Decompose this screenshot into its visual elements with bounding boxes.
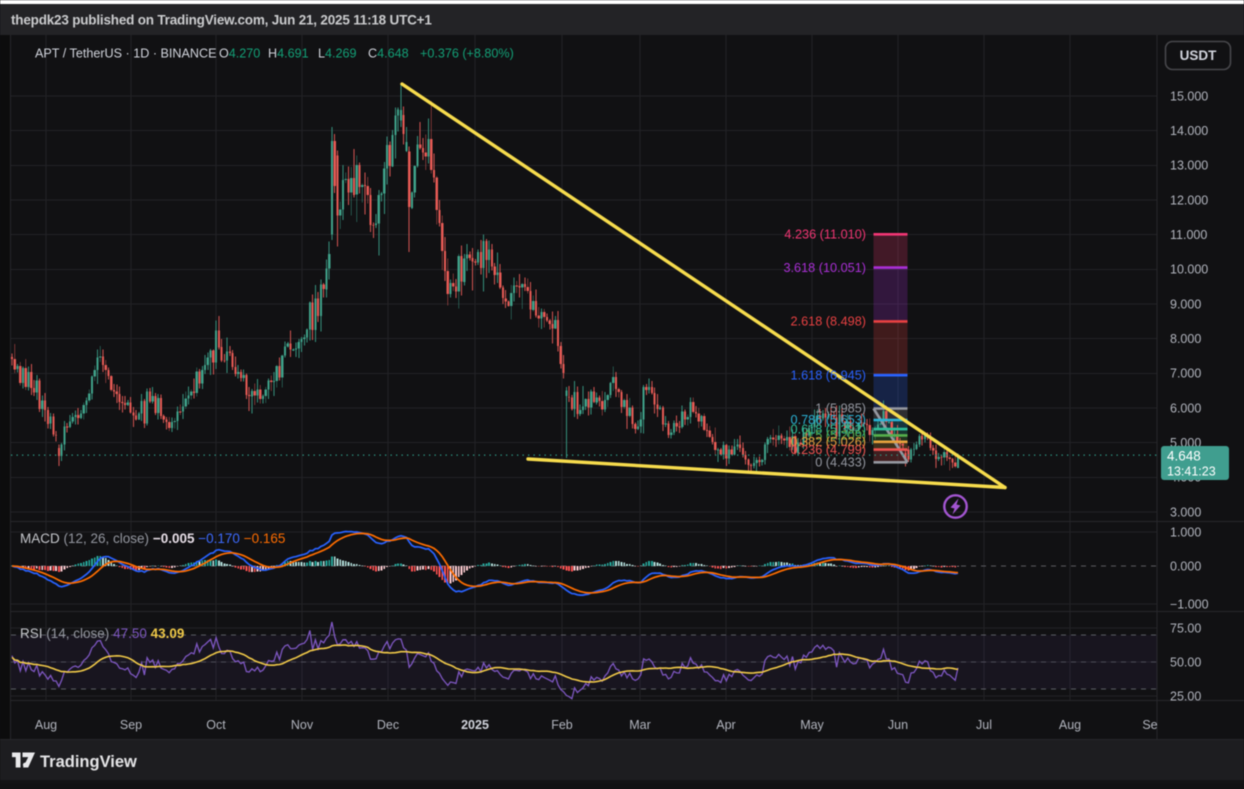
svg-text:TradingView: TradingView — [40, 753, 137, 771]
svg-text:0.786 (5.653): 0.786 (5.653) — [791, 413, 866, 427]
svg-text:Dec: Dec — [377, 718, 399, 732]
svg-text:H4.691: H4.691 — [268, 47, 309, 61]
svg-text:3.000: 3.000 — [1170, 505, 1201, 519]
svg-text:8.000: 8.000 — [1170, 332, 1201, 346]
svg-text:3.618 (10.051): 3.618 (10.051) — [783, 261, 866, 275]
svg-text:6.000: 6.000 — [1170, 401, 1201, 415]
svg-text:2.618 (8.498): 2.618 (8.498) — [791, 315, 866, 329]
svg-text:USDT: USDT — [1180, 48, 1218, 63]
svg-text:May: May — [800, 718, 824, 732]
svg-text:0.000: 0.000 — [1170, 559, 1201, 573]
svg-text:11.000: 11.000 — [1170, 228, 1207, 242]
svg-text:9.000: 9.000 — [1170, 297, 1201, 311]
svg-text:Aug: Aug — [35, 718, 57, 732]
svg-text:MACD (12, 26, close) −0.005 −0: MACD (12, 26, close) −0.005 −0.170 −0.16… — [20, 531, 285, 546]
svg-text:Oct: Oct — [206, 718, 226, 732]
svg-text:13.000: 13.000 — [1170, 159, 1208, 173]
svg-text:Jul: Jul — [976, 718, 992, 732]
svg-text:1.618 (6.945): 1.618 (6.945) — [791, 368, 866, 382]
svg-text:Sep: Sep — [120, 718, 142, 732]
svg-text:0.5 (5.209): 0.5 (5.209) — [805, 429, 866, 443]
svg-text:APT / TetherUS · 1D · BINANCE: APT / TetherUS · 1D · BINANCE — [35, 47, 217, 61]
svg-text:Apr: Apr — [716, 718, 735, 732]
svg-text:C4.648: C4.648 — [368, 47, 409, 61]
svg-text:75.00: 75.00 — [1170, 621, 1201, 635]
svg-text:0.618 (5.392): 0.618 (5.392) — [791, 422, 866, 436]
svg-text:14.000: 14.000 — [1170, 124, 1208, 138]
svg-text:15.000: 15.000 — [1170, 89, 1208, 103]
svg-text:O4.270: O4.270 — [219, 47, 260, 61]
svg-text:4.236 (11.010): 4.236 (11.010) — [784, 228, 866, 242]
svg-text:RSI (14, close) 47.50 43.09: RSI (14, close) 47.50 43.09 — [20, 626, 184, 641]
svg-text:7.000: 7.000 — [1170, 367, 1201, 381]
svg-text:−1.000: −1.000 — [1170, 597, 1209, 611]
svg-text:1.000: 1.000 — [1170, 525, 1201, 539]
svg-text:0 (4.433): 0 (4.433) — [815, 456, 866, 470]
svg-text:10.000: 10.000 — [1170, 263, 1208, 277]
svg-text:2025: 2025 — [461, 718, 489, 732]
svg-text:Se: Se — [1142, 718, 1157, 732]
svg-text:Feb: Feb — [551, 718, 573, 732]
svg-text:1 (5.985): 1 (5.985) — [815, 402, 866, 416]
svg-text:Aug: Aug — [1059, 718, 1081, 732]
svg-text:+0.376 (+8.80%): +0.376 (+8.80%) — [420, 47, 514, 61]
svg-text:Jun: Jun — [888, 718, 908, 732]
svg-text:4.648: 4.648 — [1167, 449, 1201, 464]
svg-text:thepdk23 published on TradingV: thepdk23 published on TradingView.com, J… — [11, 13, 432, 28]
svg-text:25.00: 25.00 — [1170, 689, 1201, 703]
svg-text:50.00: 50.00 — [1170, 655, 1201, 669]
svg-text:0.236 (4.799): 0.236 (4.799) — [791, 443, 866, 457]
svg-text:0.382 (5.026): 0.382 (5.026) — [791, 435, 866, 449]
svg-text:12.000: 12.000 — [1170, 193, 1208, 207]
svg-text:Mar: Mar — [629, 718, 651, 732]
svg-text:L4.269: L4.269 — [318, 47, 357, 61]
svg-text:Nov: Nov — [291, 718, 314, 732]
svg-text:13:41:23: 13:41:23 — [1167, 465, 1216, 479]
